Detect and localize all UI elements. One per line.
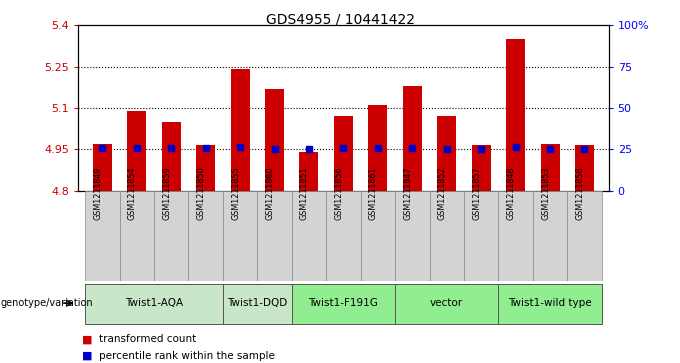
Bar <box>395 191 430 281</box>
Bar <box>326 191 360 281</box>
Text: Twist1-F191G: Twist1-F191G <box>309 298 378 308</box>
Text: GSM1211861: GSM1211861 <box>369 167 378 220</box>
Bar <box>162 122 181 191</box>
Bar <box>196 145 215 191</box>
Bar <box>223 191 257 281</box>
Text: GSM1211855: GSM1211855 <box>231 167 240 220</box>
Text: GSM1211860: GSM1211860 <box>265 167 275 220</box>
Bar <box>292 191 326 281</box>
Text: transformed count: transformed count <box>99 334 196 344</box>
Text: ■: ■ <box>82 334 92 344</box>
Bar <box>541 144 560 191</box>
Bar <box>93 144 112 191</box>
Bar <box>369 105 388 191</box>
Bar <box>506 39 525 191</box>
Text: GSM1211859: GSM1211859 <box>163 167 171 220</box>
Bar <box>395 284 498 325</box>
Text: percentile rank within the sample: percentile rank within the sample <box>99 351 275 361</box>
Bar <box>472 145 491 191</box>
Bar <box>498 284 602 325</box>
Bar <box>85 284 223 325</box>
Bar <box>430 191 464 281</box>
Text: GSM1211854: GSM1211854 <box>128 167 137 220</box>
Text: GSM1211857: GSM1211857 <box>472 167 481 220</box>
Bar <box>265 89 284 191</box>
Text: GDS4955 / 10441422: GDS4955 / 10441422 <box>265 13 415 27</box>
Bar <box>85 191 120 281</box>
Text: GSM1211856: GSM1211856 <box>335 167 343 220</box>
Text: Twist1-wild type: Twist1-wild type <box>508 298 592 308</box>
Bar <box>567 191 602 281</box>
Bar <box>498 191 533 281</box>
Text: Twist1-AQA: Twist1-AQA <box>125 298 183 308</box>
Text: GSM1211853: GSM1211853 <box>541 167 550 220</box>
Bar <box>334 116 353 191</box>
Text: GSM1211852: GSM1211852 <box>438 167 447 220</box>
Text: vector: vector <box>430 298 463 308</box>
Bar <box>533 191 567 281</box>
Bar <box>403 86 422 191</box>
Bar <box>292 284 395 325</box>
Bar <box>257 191 292 281</box>
Bar <box>188 191 223 281</box>
Text: GSM1211851: GSM1211851 <box>300 167 309 220</box>
Bar <box>299 152 318 191</box>
Text: Twist1-DQD: Twist1-DQD <box>227 298 288 308</box>
Bar <box>154 191 188 281</box>
Text: ■: ■ <box>82 351 92 361</box>
Bar <box>120 191 154 281</box>
Bar <box>231 69 250 191</box>
Bar <box>464 191 498 281</box>
Text: GSM1211847: GSM1211847 <box>403 167 412 220</box>
Text: GSM1211848: GSM1211848 <box>507 167 515 220</box>
Text: GSM1211850: GSM1211850 <box>197 167 205 220</box>
Bar <box>437 116 456 191</box>
Text: genotype/variation: genotype/variation <box>1 298 93 308</box>
Bar <box>360 191 395 281</box>
Text: GSM1211858: GSM1211858 <box>575 167 585 220</box>
Text: GSM1211849: GSM1211849 <box>93 167 102 220</box>
Bar <box>575 145 594 191</box>
Bar <box>127 111 146 191</box>
Bar <box>223 284 292 325</box>
